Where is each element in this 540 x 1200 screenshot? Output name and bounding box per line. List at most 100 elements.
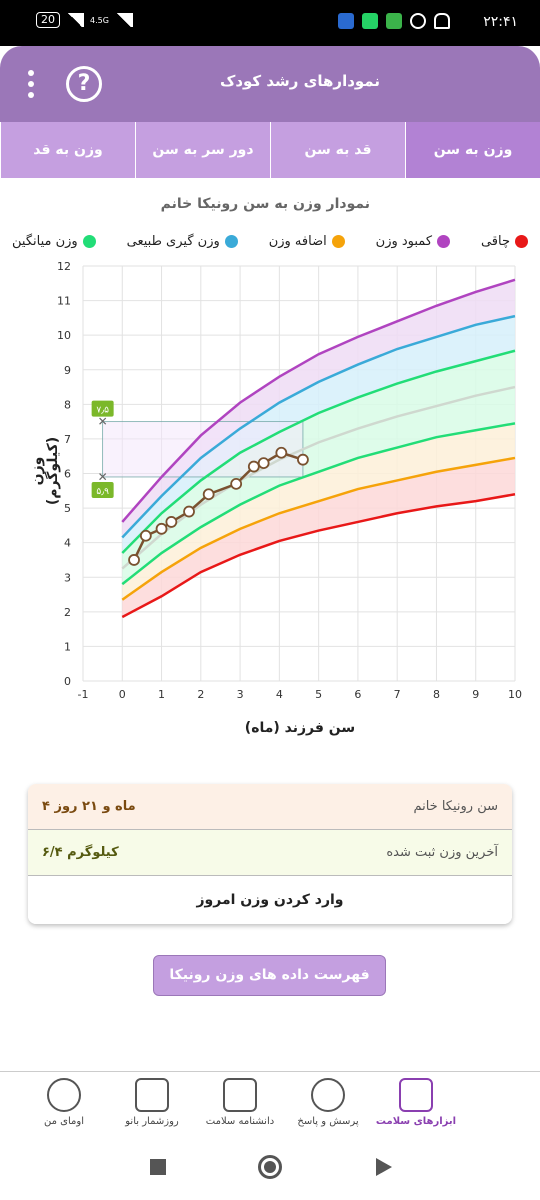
x-tick-label: 8 [433, 688, 440, 701]
app-bar: ? نمودارهای رشد کودک [0, 46, 540, 122]
nav-calendar[interactable]: روزشمار بانو [108, 1072, 196, 1136]
legend-label: اضافه وزن [268, 234, 327, 249]
legend-label: کمبود وزن [375, 234, 433, 249]
page-title: نمودارهای رشد کودک [219, 72, 380, 90]
signal-icon [66, 13, 84, 27]
nav-label: روزشمار بانو [125, 1116, 179, 1127]
child-weight-point [139, 529, 152, 542]
nav-health-tools[interactable]: ابزارهای سلامت [372, 1072, 460, 1136]
weight-list-button[interactable]: فهرست داده های وزن رونیکا خانم [153, 955, 386, 1021]
back-button[interactable] [376, 1158, 392, 1176]
y-tick-label: 4 [64, 537, 71, 550]
status-left: 20 4.5G [36, 12, 133, 28]
x-axis-label: سن فرزند (ماه) [244, 720, 356, 736]
home-button[interactable] [258, 1155, 282, 1179]
y-tick-label: 7 [64, 433, 71, 446]
child-weight-point [230, 477, 243, 490]
tab-height-for-age[interactable]: قد به سن [270, 122, 405, 178]
y-tick-label: 1 [64, 640, 71, 653]
profile-icon [47, 1078, 81, 1112]
y-tick-label: 5 [64, 502, 71, 515]
legend-label: چاقی [480, 234, 510, 249]
x-tick-label: 5 [315, 688, 322, 701]
percentile-line-obese [121, 278, 516, 523]
help-icon[interactable]: ? [66, 66, 102, 102]
band-fill [122, 423, 515, 600]
child-weight-point [247, 460, 260, 473]
percentile-line-normal-high [121, 349, 516, 554]
y-tick-label: 11 [57, 295, 71, 308]
x-tick-label: 10 [508, 688, 522, 701]
child-weight-point [275, 446, 288, 459]
summary-card: سن رونیکا خانم ۴ ماه و ۲۱ روز آخرین وزن … [28, 784, 512, 924]
legend-item: وزن میانگین [12, 234, 96, 249]
legend-dot [437, 235, 451, 248]
battery-icon: 20 [36, 12, 60, 28]
range-box [102, 421, 304, 478]
x-tick-label: 4 [276, 688, 283, 701]
legend-item: کمبود وزن [375, 234, 451, 249]
child-weight-point [155, 522, 168, 535]
alarm-icon [410, 13, 426, 29]
range-marker-lower: ✕ [98, 470, 108, 484]
child-weight-point [183, 505, 195, 518]
notification-icons [338, 13, 450, 29]
nav-qa[interactable]: پرسش و پاسخ [284, 1072, 372, 1136]
y-tick-label: 12 [57, 260, 71, 273]
nav-label: دانشنامه سلامت [205, 1116, 275, 1127]
more-menu-icon[interactable] [28, 70, 36, 102]
tab-weight-for-height[interactable]: وزن به قد [0, 122, 135, 178]
y-tick-label: 3 [64, 571, 71, 584]
child-weight-point [297, 453, 309, 466]
y-tick-label: 10 [57, 329, 71, 342]
system-nav-bar [0, 1136, 540, 1200]
legend-dot [514, 235, 528, 248]
legend-dot [331, 235, 345, 248]
legend-item: اضافه وزن [269, 234, 345, 249]
bottom-nav: ابزارهای سلامت پرسش و پاسخ دانشنامه سلام… [0, 1071, 540, 1136]
x-tick-label: 0 [119, 688, 126, 701]
clock: ۲۲:۴۱ [483, 14, 518, 30]
tab-weight-for-age[interactable]: وزن به سن [405, 122, 540, 178]
range-badge-lower [91, 481, 114, 498]
nav-label: اومای من [44, 1116, 84, 1127]
recents-button[interactable] [150, 1159, 166, 1175]
percentile-line-severe [121, 493, 516, 619]
child-weight-point [202, 488, 215, 501]
percentile-line-overweight [121, 314, 516, 539]
chart-title: نمودار وزن به سن رونیکا خانم [160, 196, 370, 212]
nav-label: پرسش و پاسخ [297, 1116, 359, 1127]
band-fill [122, 350, 515, 585]
age-value: ۴ ماه و ۲۱ روز [42, 799, 136, 814]
nav-label: ابزارهای سلامت [375, 1116, 457, 1127]
whatsapp-icon [362, 13, 378, 29]
status-bar: 20 4.5G ۲۲:۴۱ [0, 0, 540, 46]
x-tick-label: 9 [472, 688, 479, 701]
range-marker-upper: ✕ [98, 415, 108, 429]
x-tick-label: 7 [394, 688, 401, 701]
age-row: سن رونیکا خانم ۴ ماه و ۲۱ روز [28, 784, 512, 830]
percentile-line-underweight [121, 456, 516, 601]
child-weight-point [165, 516, 178, 528]
band-fill [122, 457, 515, 618]
health-kit-icon [399, 1078, 433, 1112]
nav-profile[interactable]: اومای من [20, 1072, 108, 1136]
x-tick-label: 3 [237, 688, 244, 701]
android-icon [386, 13, 402, 29]
y-axis-label: وزن (کیلوگرم) [29, 436, 61, 506]
tab-head-for-age[interactable]: دور سر به سن [135, 122, 270, 178]
weight-value: ۶/۴ کیلوگرم [42, 845, 119, 860]
range-badge-upper [91, 400, 114, 417]
app-notification-icon [338, 13, 354, 29]
y-tick-label: 6 [64, 468, 71, 481]
legend-dot [82, 235, 96, 248]
nav-encyclopedia[interactable]: دانشنامه سلامت [196, 1072, 284, 1136]
y-tick-label: 0 [64, 675, 71, 688]
child-weight-point [128, 554, 140, 566]
calendar-icon [135, 1078, 169, 1112]
x-tick-label: -1 [78, 688, 89, 701]
y-tick-label: 2 [64, 606, 71, 619]
add-weight-button[interactable]: وارد کردن وزن امروز [28, 876, 512, 924]
band-fill [122, 279, 515, 538]
